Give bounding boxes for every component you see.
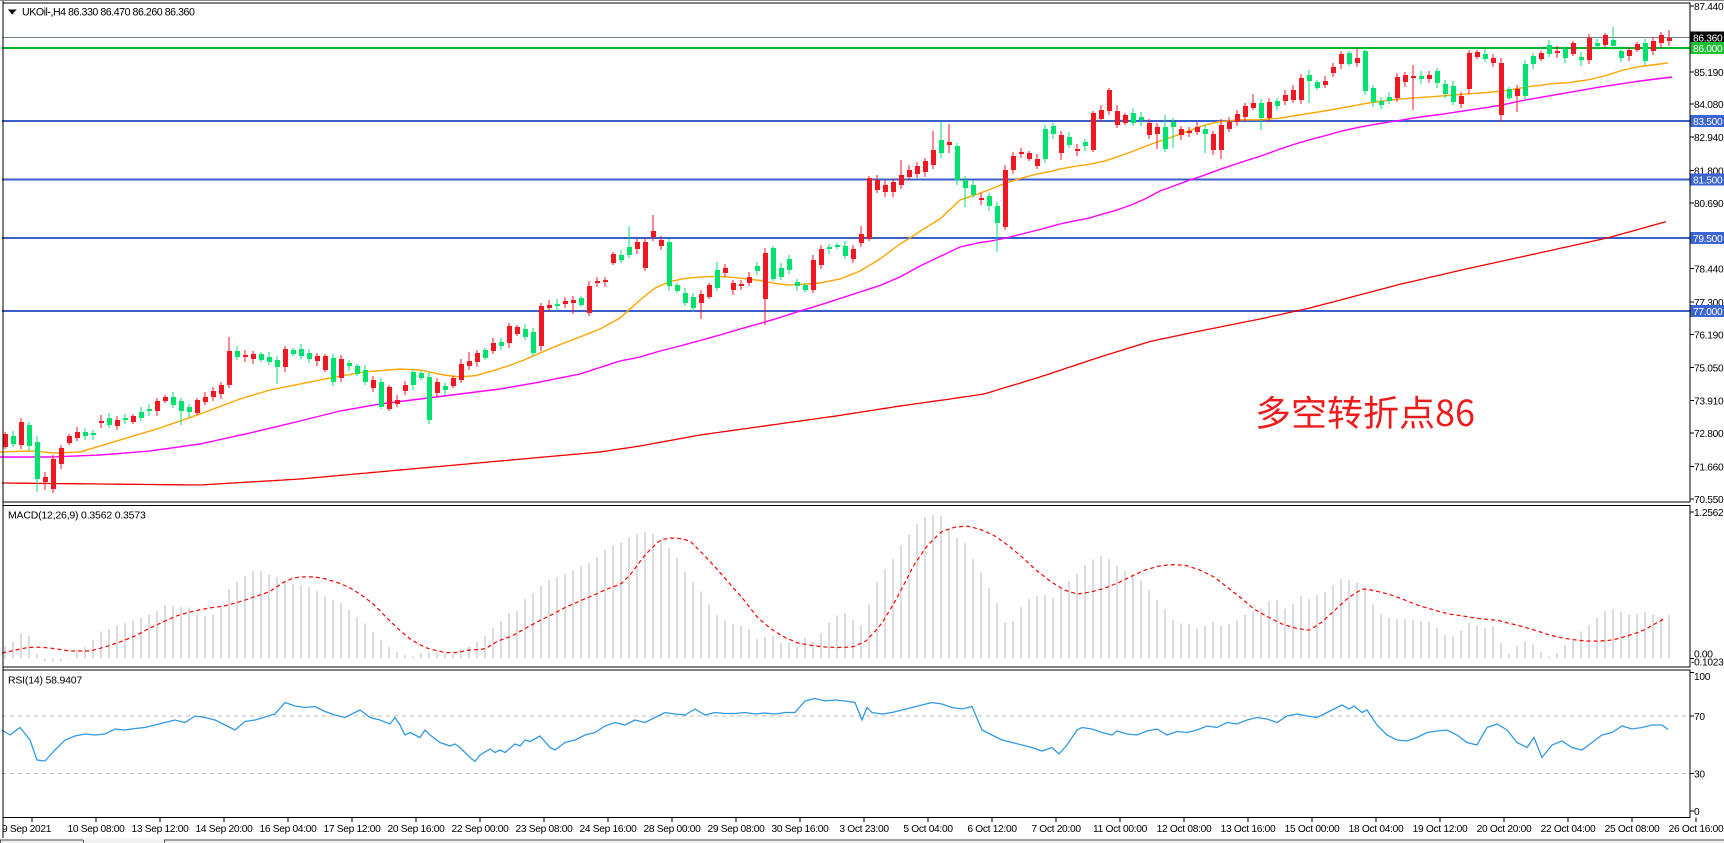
svg-text:15 Oct 00:00: 15 Oct 00:00 [1285,824,1340,835]
svg-text:75.050: 75.050 [1694,364,1724,375]
svg-text:11 Oct 00:00: 11 Oct 00:00 [1093,824,1148,835]
svg-text:84.080: 84.080 [1694,100,1724,111]
svg-text:UKOil-,H4 86.330 86.470 86.26: UKOil-,H4 86.330 86.470 86.260 86.360 [22,7,195,19]
svg-text:86.000: 86.000 [1693,44,1723,55]
svg-text:14 Sep 20:00: 14 Sep 20:00 [195,824,253,835]
svg-text:0.00: 0.00 [1694,650,1713,661]
svg-text:13 Oct 16:00: 13 Oct 16:00 [1221,824,1276,835]
svg-text:73.910: 73.910 [1694,397,1724,408]
svg-text:81.800: 81.800 [1694,167,1724,178]
svg-text:79.500: 79.500 [1693,234,1723,245]
svg-text:26 Oct 16:00: 26 Oct 16:00 [1669,824,1724,835]
svg-text:10 Sep 08:00: 10 Sep 08:00 [67,824,125,835]
svg-text:71.660: 71.660 [1694,463,1724,474]
svg-text:25 Oct 08:00: 25 Oct 08:00 [1605,824,1660,835]
svg-text:16 Sep 04:00: 16 Sep 04:00 [259,824,317,835]
svg-text:9 Sep 2021: 9 Sep 2021 [2,824,52,835]
svg-text:22 Oct 04:00: 22 Oct 04:00 [1541,824,1596,835]
svg-text:7 Oct 20:00: 7 Oct 20:00 [1031,824,1081,835]
svg-text:77.300: 77.300 [1694,298,1724,309]
svg-text:70: 70 [1694,712,1705,723]
svg-text:29 Sep 08:00: 29 Sep 08:00 [707,824,765,835]
svg-text:70.550: 70.550 [1694,495,1724,506]
svg-text:-0.1023: -0.1023 [1691,658,1724,669]
svg-text:12 Oct 08:00: 12 Oct 08:00 [1157,824,1212,835]
svg-text:3 Oct 23:00: 3 Oct 23:00 [839,824,889,835]
svg-text:RSI(14) 58.9407: RSI(14) 58.9407 [8,675,82,687]
svg-text:20 Oct 20:00: 20 Oct 20:00 [1477,824,1532,835]
svg-text:1.2562: 1.2562 [1694,508,1724,519]
svg-text:100: 100 [1694,672,1711,683]
svg-text:81.500: 81.500 [1693,176,1723,187]
svg-text:17 Sep 12:00: 17 Sep 12:00 [323,824,381,835]
svg-text:18 Oct 04:00: 18 Oct 04:00 [1349,824,1404,835]
svg-text:28 Sep 00:00: 28 Sep 00:00 [643,824,701,835]
svg-text:30: 30 [1694,769,1705,780]
svg-text:23 Sep 08:00: 23 Sep 08:00 [515,824,573,835]
svg-text:22 Sep 00:00: 22 Sep 00:00 [451,824,509,835]
svg-text:72.800: 72.800 [1694,429,1724,440]
svg-text:MACD(12,26,9) 0.3562 0.3573: MACD(12,26,9) 0.3562 0.3573 [8,510,146,522]
svg-text:5 Oct 04:00: 5 Oct 04:00 [903,824,953,835]
svg-text:19 Oct 12:00: 19 Oct 12:00 [1413,824,1468,835]
svg-text:0: 0 [1694,807,1700,818]
svg-text:6 Oct 12:00: 6 Oct 12:00 [967,824,1017,835]
svg-text:20 Sep 16:00: 20 Sep 16:00 [387,824,445,835]
svg-text:24 Sep 16:00: 24 Sep 16:00 [579,824,637,835]
svg-text:13 Sep 12:00: 13 Sep 12:00 [131,824,189,835]
svg-text:78.440: 78.440 [1694,265,1724,276]
svg-text:76.190: 76.190 [1694,331,1724,342]
svg-text:30 Sep 16:00: 30 Sep 16:00 [771,824,829,835]
svg-text:77.000: 77.000 [1693,307,1723,318]
svg-text:83.500: 83.500 [1693,117,1723,128]
svg-text:82.940: 82.940 [1694,133,1724,144]
svg-text:87.440: 87.440 [1694,2,1724,13]
svg-text:85.190: 85.190 [1694,68,1724,79]
svg-text:86.360: 86.360 [1693,34,1723,45]
svg-text:80.690: 80.690 [1694,199,1724,210]
